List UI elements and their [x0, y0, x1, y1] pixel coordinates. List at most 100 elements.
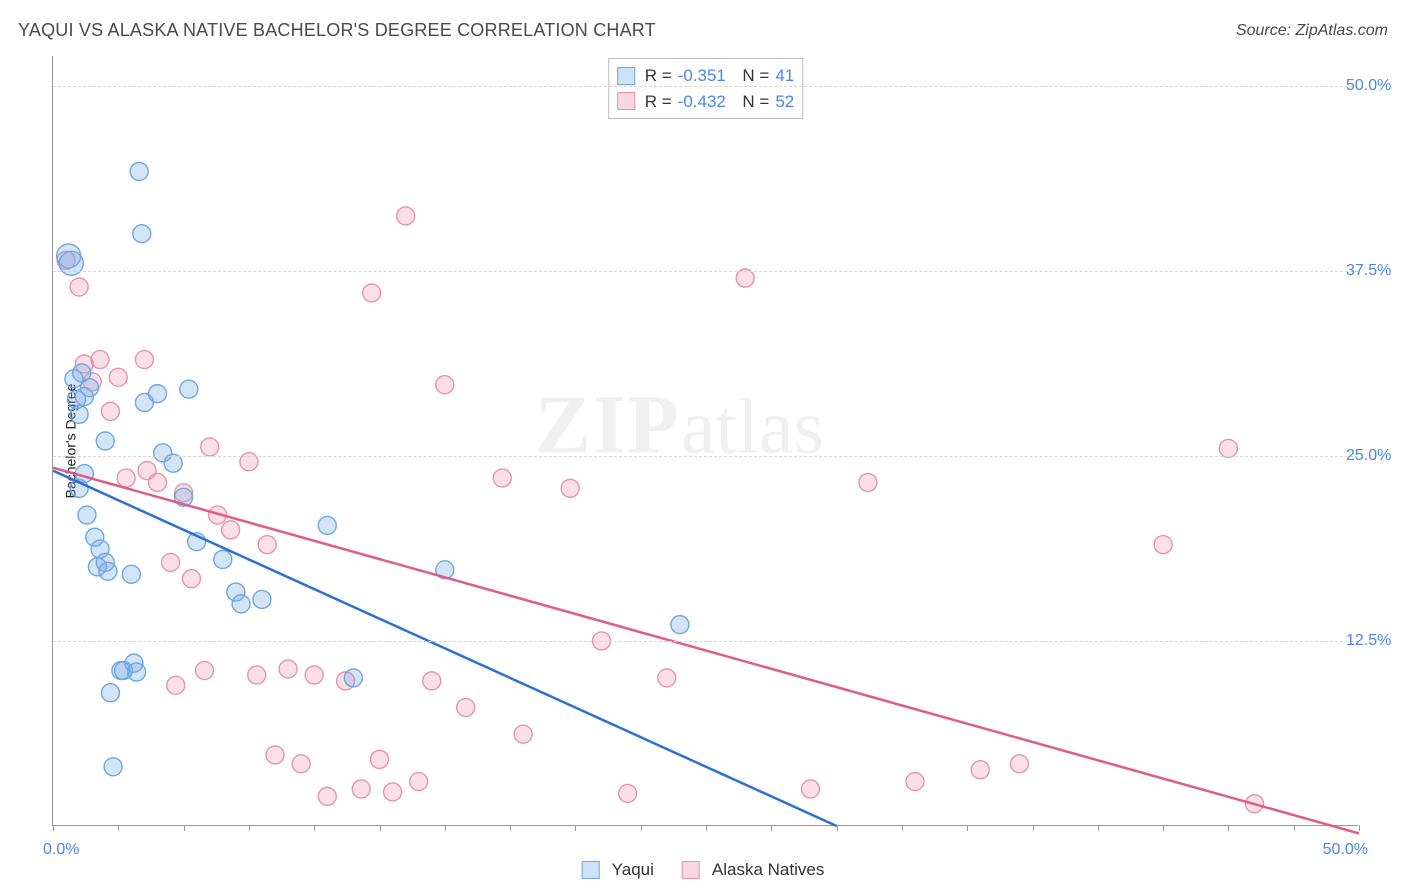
stat-r-alaska: -0.432	[678, 89, 732, 115]
swatch-alaska	[617, 92, 635, 110]
scatter-point-alaska	[222, 521, 240, 539]
scatter-point-yaqui	[96, 432, 114, 450]
y-tick-label: 37.5%	[1346, 262, 1406, 280]
x-tick	[445, 825, 446, 831]
scatter-point-yaqui	[214, 550, 232, 568]
stat-r-label: R =	[645, 89, 672, 115]
scatter-point-alaska	[117, 469, 135, 487]
x-tick	[1228, 825, 1229, 831]
scatter-point-alaska	[397, 207, 415, 225]
scatter-point-alaska	[91, 351, 109, 369]
scatter-point-yaqui	[122, 565, 140, 583]
x-tick	[510, 825, 511, 831]
x-tick	[706, 825, 707, 831]
scatter-point-alaska	[423, 672, 441, 690]
x-tick	[184, 825, 185, 831]
scatter-point-alaska	[201, 438, 219, 456]
x-tick	[53, 825, 54, 831]
scatter-point-yaqui	[133, 225, 151, 243]
scatter-point-alaska	[352, 780, 370, 798]
chart-svg	[53, 56, 1358, 825]
x-tick	[314, 825, 315, 831]
gridline	[53, 641, 1358, 642]
scatter-point-alaska	[493, 469, 511, 487]
x-tick	[1163, 825, 1164, 831]
scatter-point-alaska	[1219, 439, 1237, 457]
scatter-point-yaqui	[253, 590, 271, 608]
scatter-point-yaqui	[164, 454, 182, 472]
scatter-point-yaqui	[232, 595, 250, 613]
scatter-point-yaqui	[128, 663, 146, 681]
scatter-point-alaska	[101, 402, 119, 420]
scatter-point-alaska	[148, 473, 166, 491]
x-tick	[1033, 825, 1034, 831]
scatter-point-yaqui	[81, 379, 99, 397]
scatter-point-alaska	[436, 376, 454, 394]
chart-source: Source: ZipAtlas.com	[1236, 22, 1388, 40]
x-axis-min-label: 0.0%	[43, 841, 79, 859]
chart-header: YAQUI VS ALASKA NATIVE BACHELOR'S DEGREE…	[18, 20, 1388, 41]
x-axis-max-label: 50.0%	[1323, 841, 1368, 859]
plot-area: Bachelor's Degree ZIPatlas R = -0.351 N …	[52, 56, 1358, 826]
x-tick	[902, 825, 903, 831]
x-tick	[249, 825, 250, 831]
scatter-point-alaska	[292, 755, 310, 773]
legend-label-yaqui: Yaqui	[612, 860, 654, 880]
scatter-point-yaqui	[101, 684, 119, 702]
scatter-point-alaska	[258, 536, 276, 554]
scatter-point-alaska	[162, 553, 180, 571]
scatter-point-alaska	[619, 784, 637, 802]
scatter-point-alaska	[384, 783, 402, 801]
scatter-point-alaska	[109, 368, 127, 386]
scatter-point-alaska	[1010, 755, 1028, 773]
scatter-point-alaska	[658, 669, 676, 687]
x-tick	[1294, 825, 1295, 831]
scatter-point-alaska	[70, 278, 88, 296]
scatter-point-yaqui	[148, 385, 166, 403]
stat-n-alaska: 52	[775, 89, 794, 115]
scatter-point-alaska	[514, 725, 532, 743]
scatter-point-alaska	[279, 660, 297, 678]
scatter-point-yaqui	[59, 251, 83, 275]
trend-line-yaqui	[53, 471, 837, 826]
gridline	[53, 86, 1358, 87]
scatter-point-alaska	[195, 662, 213, 680]
legend-item-yaqui: Yaqui	[582, 860, 654, 880]
legend-label-alaska: Alaska Natives	[712, 860, 824, 880]
scatter-point-alaska	[736, 269, 754, 287]
scatter-point-yaqui	[344, 669, 362, 687]
scatter-point-yaqui	[99, 562, 117, 580]
correlation-stats-box: R = -0.351 N = 41 R = -0.432 N = 52	[608, 58, 804, 119]
scatter-point-alaska	[318, 787, 336, 805]
y-tick-label: 25.0%	[1346, 447, 1406, 465]
scatter-point-yaqui	[671, 616, 689, 634]
gridline	[53, 271, 1358, 272]
y-tick-label: 50.0%	[1346, 77, 1406, 95]
scatter-point-alaska	[371, 750, 389, 768]
scatter-point-alaska	[135, 351, 153, 369]
legend-swatch-alaska	[682, 861, 700, 879]
x-tick	[967, 825, 968, 831]
scatter-point-yaqui	[130, 163, 148, 181]
x-tick	[641, 825, 642, 831]
scatter-point-alaska	[859, 473, 877, 491]
scatter-point-yaqui	[104, 758, 122, 776]
scatter-point-alaska	[410, 773, 428, 791]
scatter-point-alaska	[248, 666, 266, 684]
stat-row-alaska: R = -0.432 N = 52	[617, 89, 795, 115]
chart-title: YAQUI VS ALASKA NATIVE BACHELOR'S DEGREE…	[18, 20, 656, 41]
scatter-point-alaska	[1154, 536, 1172, 554]
scatter-point-yaqui	[318, 516, 336, 534]
x-tick	[575, 825, 576, 831]
x-tick	[1359, 825, 1360, 831]
legend-swatch-yaqui	[582, 861, 600, 879]
scatter-point-alaska	[266, 746, 284, 764]
scatter-point-yaqui	[180, 380, 198, 398]
x-tick	[118, 825, 119, 831]
gridline	[53, 456, 1358, 457]
x-tick	[771, 825, 772, 831]
scatter-point-alaska	[363, 284, 381, 302]
scatter-point-yaqui	[78, 506, 96, 524]
scatter-point-alaska	[182, 570, 200, 588]
scatter-point-alaska	[167, 676, 185, 694]
